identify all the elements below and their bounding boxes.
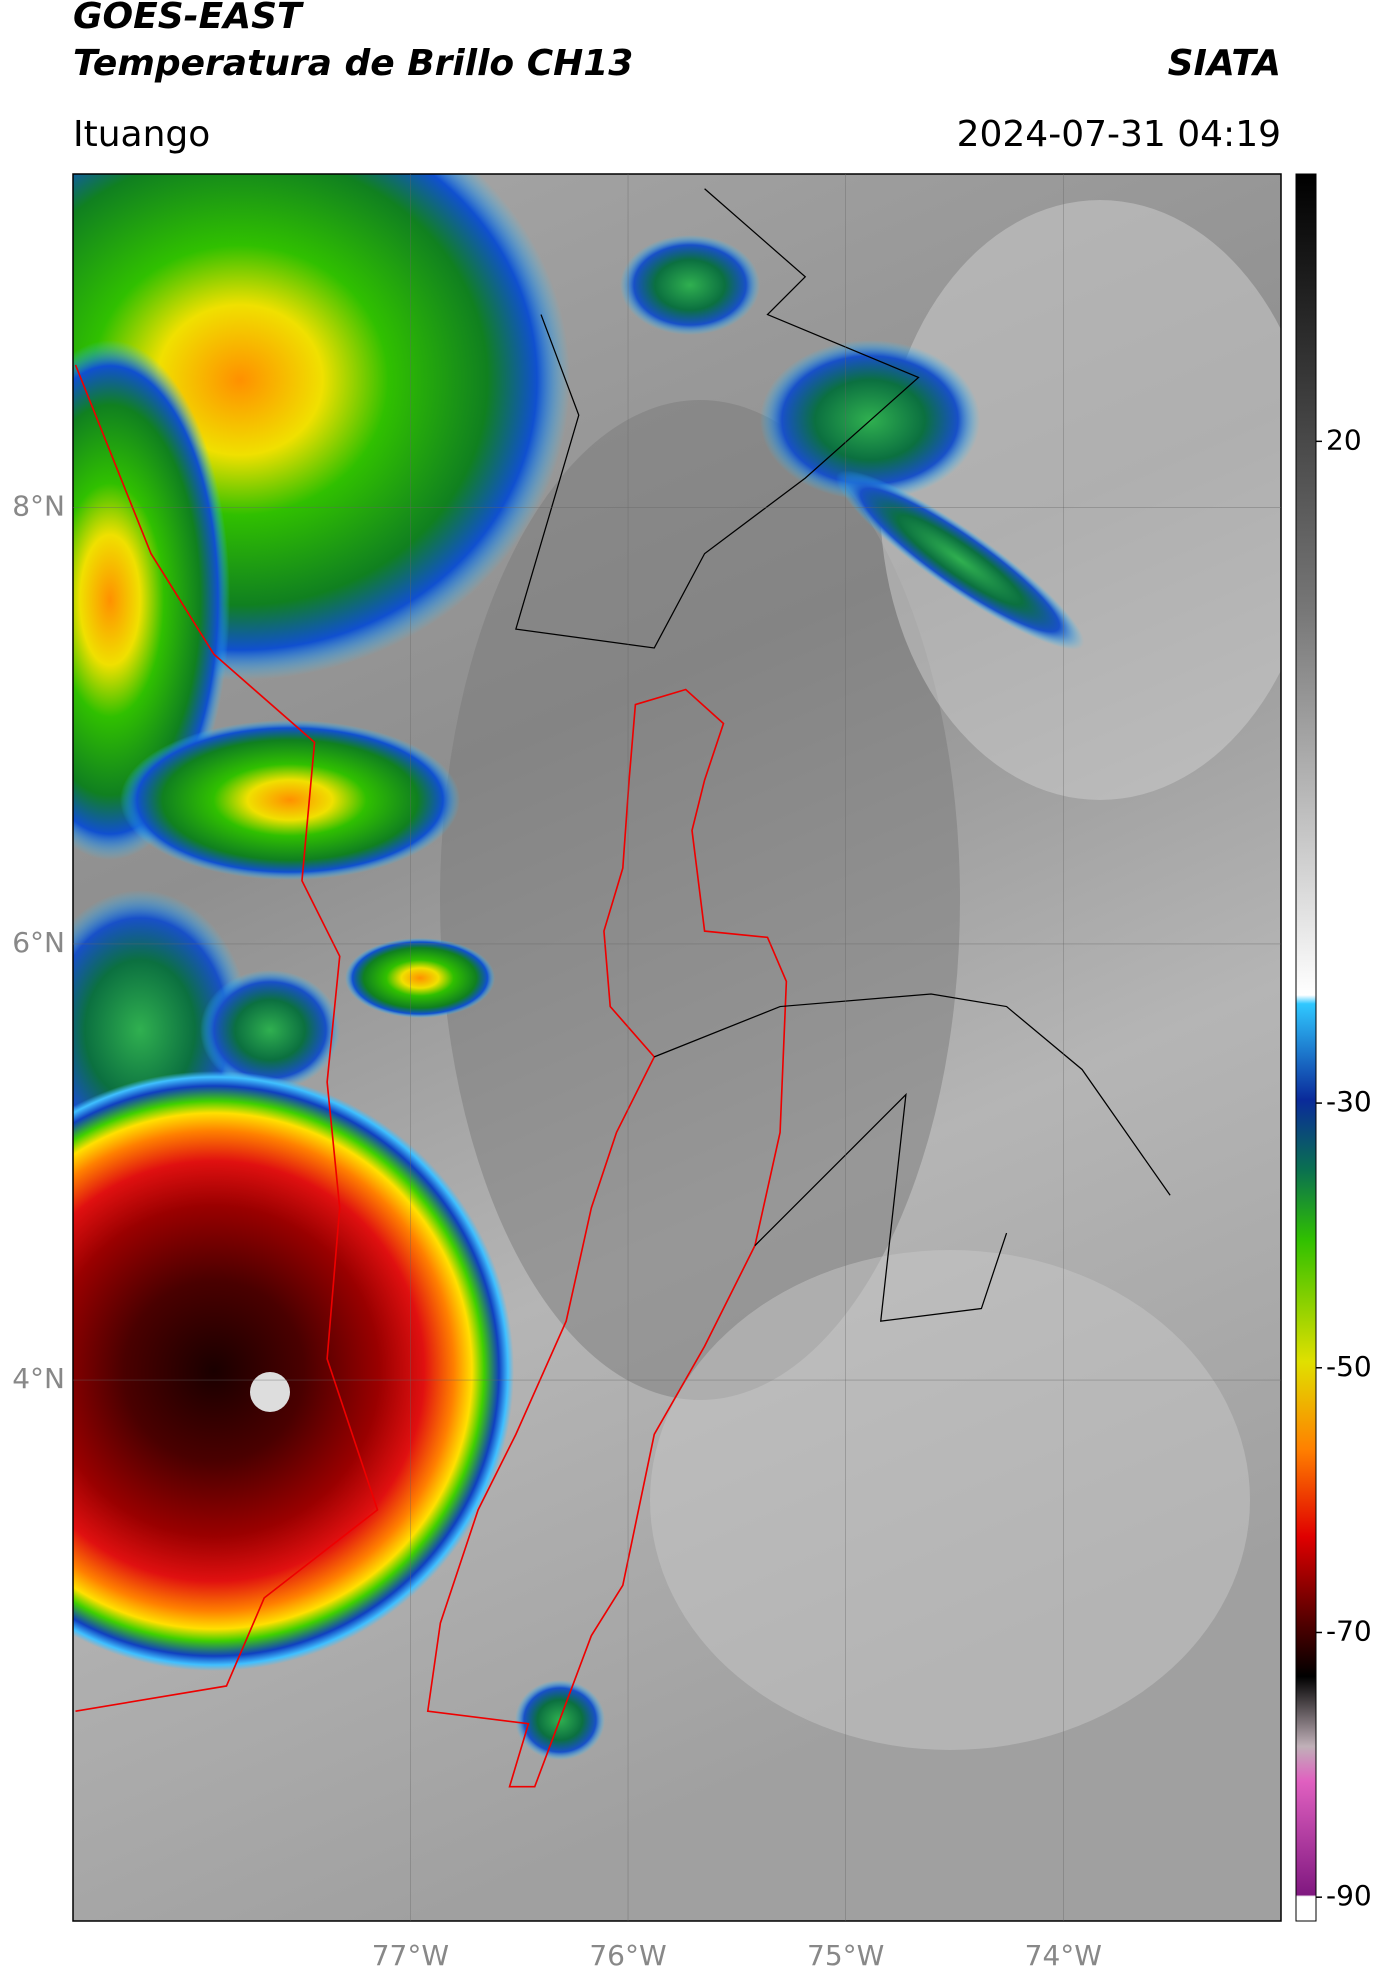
lat-tick-label: 6°N	[12, 926, 65, 959]
lat-tick-label: 4°N	[12, 1362, 65, 1395]
timestamp: 2024-07-31 04:19	[957, 114, 1281, 155]
map-frame	[72, 173, 1282, 1922]
colorbar-tick-label: -50	[1326, 1350, 1372, 1383]
colorbar	[1295, 173, 1317, 1922]
lon-tick-label: 77°W	[372, 1939, 449, 1972]
satellite-image	[73, 174, 1281, 1921]
lon-tick-label: 76°W	[589, 1939, 666, 1972]
colorbar-tick-label: -70	[1326, 1614, 1372, 1647]
colorbar-tick-label: -30	[1326, 1085, 1372, 1118]
lat-tick-label: 8°N	[12, 490, 65, 523]
title: GOES-EAST	[73, 0, 304, 37]
lon-tick-label: 75°W	[807, 1939, 884, 1972]
location: Ituango	[73, 114, 210, 155]
organization: SIATA	[1168, 43, 1281, 84]
lon-tick-label: 74°W	[1025, 1939, 1102, 1972]
subtitle: Temperatura de Brillo CH13	[73, 43, 633, 84]
colorbar-tick-label: 20	[1326, 423, 1362, 456]
colorbar-tick-label: -90	[1326, 1879, 1372, 1912]
region-outline	[74, 188, 1171, 1788]
